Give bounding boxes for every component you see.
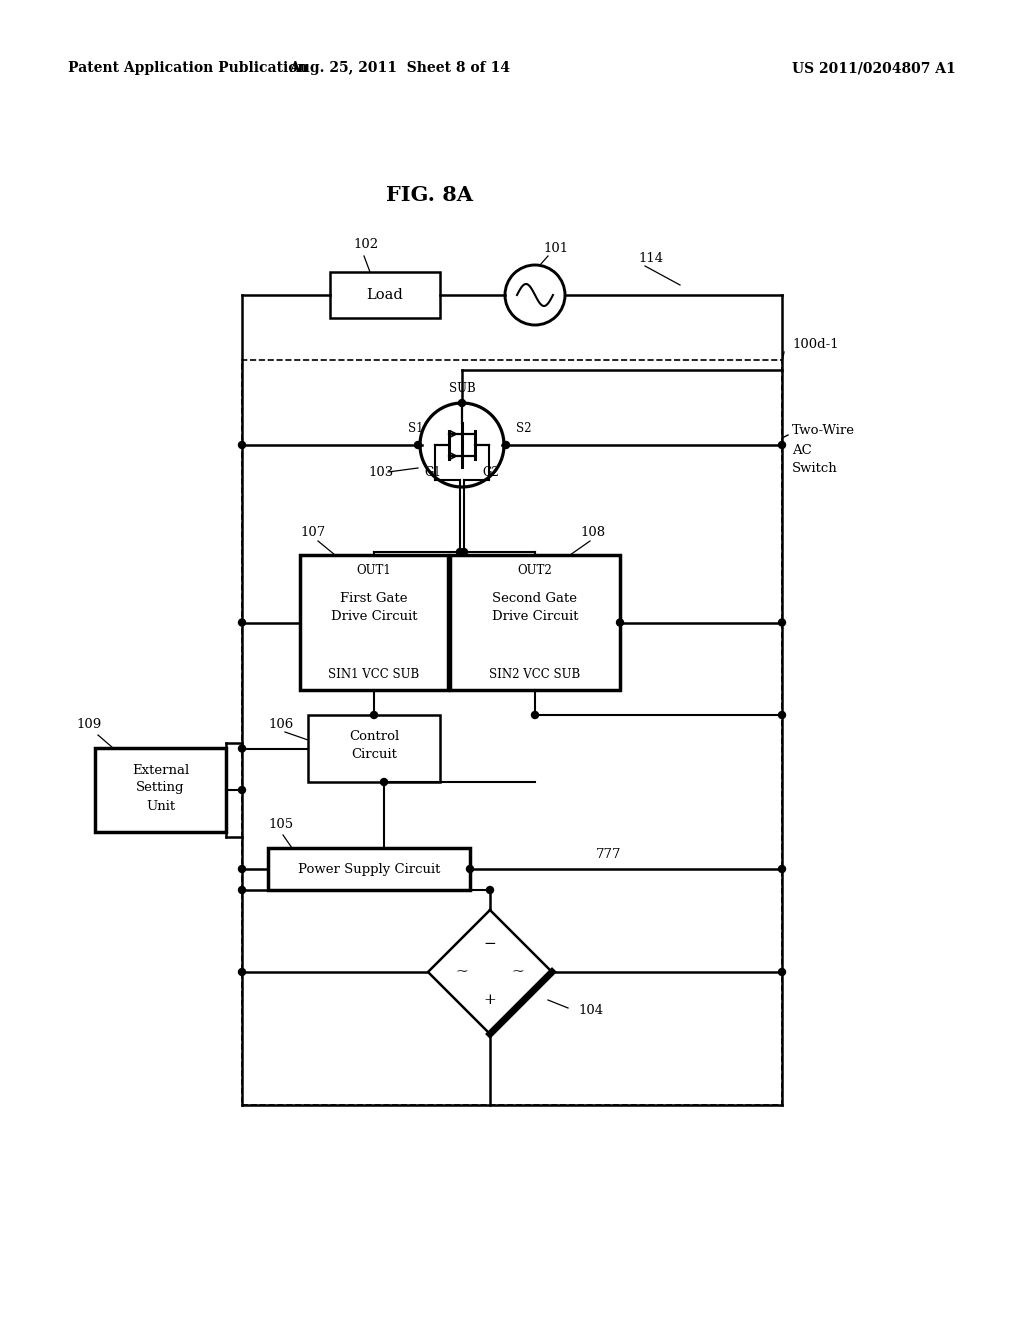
Bar bbox=[268, 847, 470, 890]
Text: SIN2 VCC SUB: SIN2 VCC SUB bbox=[489, 668, 581, 681]
Circle shape bbox=[531, 711, 539, 718]
Circle shape bbox=[459, 400, 466, 407]
Circle shape bbox=[239, 619, 246, 626]
Text: AC: AC bbox=[792, 444, 812, 457]
Text: FIG. 8A: FIG. 8A bbox=[386, 185, 473, 205]
Text: 107: 107 bbox=[300, 525, 326, 539]
Text: External: External bbox=[132, 763, 189, 776]
Bar bbox=[308, 715, 440, 781]
Text: 102: 102 bbox=[353, 239, 378, 252]
Circle shape bbox=[778, 441, 785, 449]
Text: SIN1 VCC SUB: SIN1 VCC SUB bbox=[329, 668, 420, 681]
Text: 106: 106 bbox=[268, 718, 293, 731]
Circle shape bbox=[503, 441, 510, 449]
Text: 103: 103 bbox=[368, 466, 393, 479]
Circle shape bbox=[239, 887, 246, 894]
Text: 109: 109 bbox=[76, 718, 101, 730]
Text: SUB: SUB bbox=[449, 383, 475, 396]
Text: Patent Application Publication: Patent Application Publication bbox=[68, 61, 307, 75]
Circle shape bbox=[239, 744, 246, 752]
Text: Drive Circuit: Drive Circuit bbox=[331, 610, 417, 623]
Circle shape bbox=[616, 619, 624, 626]
Text: Switch: Switch bbox=[792, 462, 838, 474]
Text: Setting: Setting bbox=[136, 781, 184, 795]
Circle shape bbox=[778, 969, 785, 975]
Text: G1: G1 bbox=[425, 466, 441, 479]
Circle shape bbox=[778, 711, 785, 718]
Text: 100d-1: 100d-1 bbox=[792, 338, 839, 351]
Text: OUT2: OUT2 bbox=[517, 565, 552, 578]
Bar bbox=[330, 272, 440, 318]
Text: Aug. 25, 2011  Sheet 8 of 14: Aug. 25, 2011 Sheet 8 of 14 bbox=[290, 61, 511, 75]
Circle shape bbox=[239, 866, 246, 873]
Text: First Gate: First Gate bbox=[340, 593, 408, 606]
Bar bbox=[95, 748, 226, 832]
Text: 108: 108 bbox=[580, 525, 605, 539]
Circle shape bbox=[371, 711, 378, 718]
Text: 777: 777 bbox=[596, 849, 622, 862]
Text: +: + bbox=[483, 993, 497, 1007]
Circle shape bbox=[467, 866, 473, 873]
Circle shape bbox=[415, 441, 422, 449]
Text: Unit: Unit bbox=[146, 800, 175, 813]
Text: 105: 105 bbox=[268, 818, 293, 832]
Circle shape bbox=[457, 549, 464, 556]
Text: G2: G2 bbox=[482, 466, 500, 479]
Bar bbox=[242, 360, 782, 1105]
Text: Load: Load bbox=[367, 288, 403, 302]
Circle shape bbox=[381, 779, 387, 785]
Circle shape bbox=[778, 619, 785, 626]
Circle shape bbox=[486, 887, 494, 894]
Circle shape bbox=[239, 969, 246, 975]
Bar bbox=[450, 554, 620, 690]
Text: Second Gate: Second Gate bbox=[493, 593, 578, 606]
Text: Power Supply Circuit: Power Supply Circuit bbox=[298, 862, 440, 875]
Circle shape bbox=[778, 866, 785, 873]
Text: 101: 101 bbox=[543, 242, 568, 255]
Circle shape bbox=[239, 787, 246, 793]
Text: Drive Circuit: Drive Circuit bbox=[492, 610, 579, 623]
Text: Control: Control bbox=[349, 730, 399, 743]
Text: US 2011/0204807 A1: US 2011/0204807 A1 bbox=[793, 61, 956, 75]
Text: S1: S1 bbox=[409, 422, 424, 436]
Text: −: − bbox=[483, 937, 497, 952]
Circle shape bbox=[461, 549, 468, 556]
Text: ~: ~ bbox=[512, 965, 524, 979]
Text: Two-Wire: Two-Wire bbox=[792, 424, 855, 437]
Circle shape bbox=[239, 441, 246, 449]
Text: S2: S2 bbox=[516, 422, 531, 436]
Text: OUT1: OUT1 bbox=[356, 565, 391, 578]
Text: 114: 114 bbox=[638, 252, 664, 264]
Text: Circuit: Circuit bbox=[351, 748, 397, 762]
Bar bbox=[300, 554, 449, 690]
Text: 104: 104 bbox=[578, 1003, 603, 1016]
Text: ~: ~ bbox=[456, 965, 468, 979]
